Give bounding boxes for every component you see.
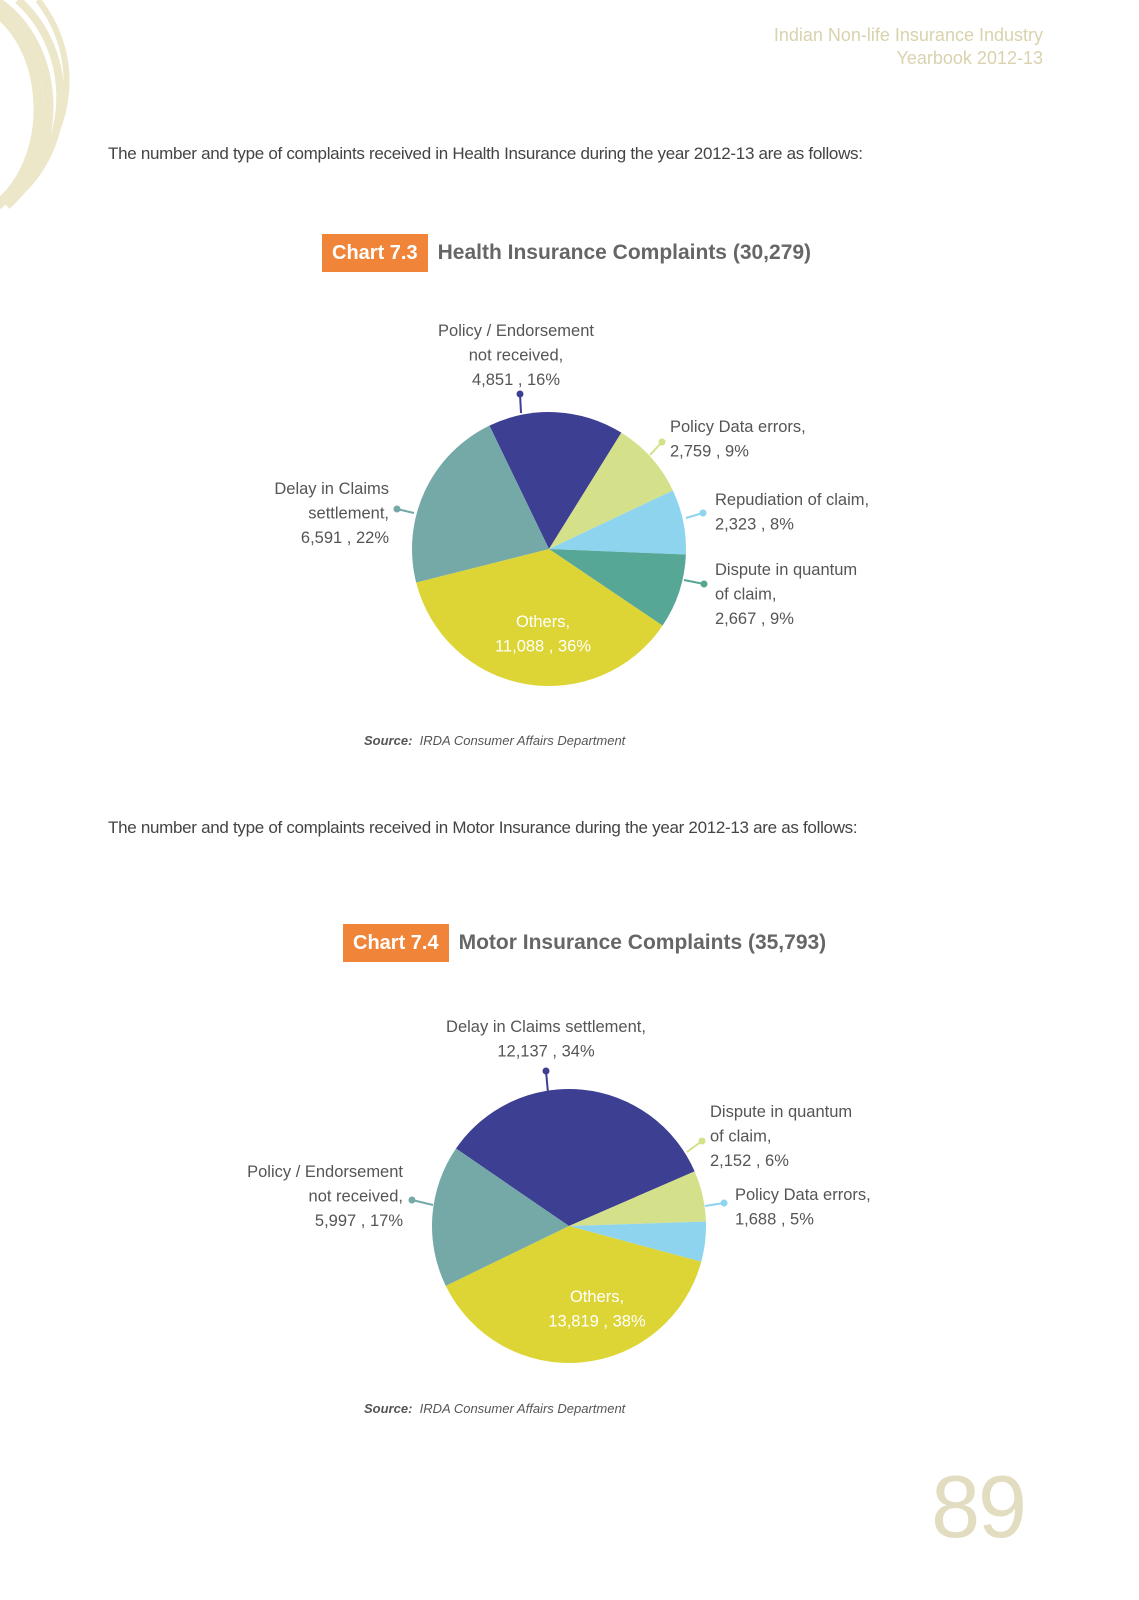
data-label: Dispute in quantum of claim, 2,152 , 6% [710,1103,852,1170]
pie-slice [445,1226,702,1363]
header-line-1: Indian Non-life Insurance Industry [773,25,1043,45]
data-label: Dispute in quantum of claim, 2,667 , 9% [715,561,857,628]
header-line-2: Yearbook 2012-13 [896,48,1043,68]
leader-dot [700,580,708,588]
leader-dot [720,1199,728,1207]
data-label: Delay in Claims settlement, 6,591 , 22% [274,480,389,547]
pie-slice [569,1221,706,1262]
chart-7-3-heading: Health Insurance Complaints (30,279) [437,241,812,264]
pie-slice [549,432,673,549]
motor-source-note: Source: IRDA Consumer Affairs Department [364,1401,625,1416]
data-label: Policy / Endorsement not received, 4,851 ,… [438,322,594,389]
leader-dot [516,390,524,398]
chart-7-3-title: Chart 7.3 Health Insurance Complaints (3… [322,234,811,272]
chart-7-3-badge: Chart 7.3 [322,234,428,272]
pie-slice [569,1171,706,1226]
leader-dot [542,1067,550,1075]
pie-slice [489,412,622,549]
pie-slice [416,549,663,686]
pie-slice [549,490,686,555]
data-label: Policy Data errors, 1,688 , 5% [735,1186,871,1229]
pie-slice [549,549,686,626]
intro-health-text: The number and type of complaints receiv… [108,144,863,163]
chart-7-4-title: Chart 7.4 Motor Insurance Complaints (35… [343,924,826,962]
motor-pie-chart: Delay in Claims settlement, 12,137 , 34% D… [247,1018,871,1363]
pie-slice [412,425,549,583]
data-label: Delay in Claims settlement, 12,137 , 34% [446,1018,646,1061]
decorative-arcs [0,0,70,210]
publication-header: Indian Non-life Insurance Industry Yearb… [774,24,1043,70]
intro-motor-text: The number and type of complaints receiv… [108,818,858,837]
source-text: IRDA Consumer Affairs Department [419,733,626,748]
leader-dot [408,1196,416,1204]
leader-dot [699,509,707,517]
data-label: Policy Data errors, 2,759 , 9% [670,418,806,461]
health-source-note: Source: IRDA Consumer Affairs Department [364,733,625,748]
leader-line [545,1070,549,1094]
source-text: IRDA Consumer Affairs Department [419,1401,626,1416]
leader-line [411,1199,434,1206]
data-label: Policy / Endorsement not received, 5,997 ,… [247,1163,403,1230]
source-label: Source: [364,1401,413,1416]
data-label: Others, 13,819 , 38% [548,1288,646,1331]
leader-dot [393,505,401,513]
leader-dot [698,1137,706,1145]
chart-7-4-heading: Motor Insurance Complaints (35,793) [458,931,827,954]
pie-slice [455,1089,695,1226]
health-pie-chart: Policy / Endorsement not received, 4,851 ,… [274,322,869,686]
source-label: Source: [364,733,413,748]
leader-dot [658,438,666,446]
pie-slice [431,1148,569,1286]
page-number: 89 [931,1457,1027,1556]
data-label: Repudiation of claim, 2,323 , 8% [715,491,869,534]
chart-7-4-badge: Chart 7.4 [343,924,449,962]
data-label: Others, 11,088 , 36% [495,613,591,656]
